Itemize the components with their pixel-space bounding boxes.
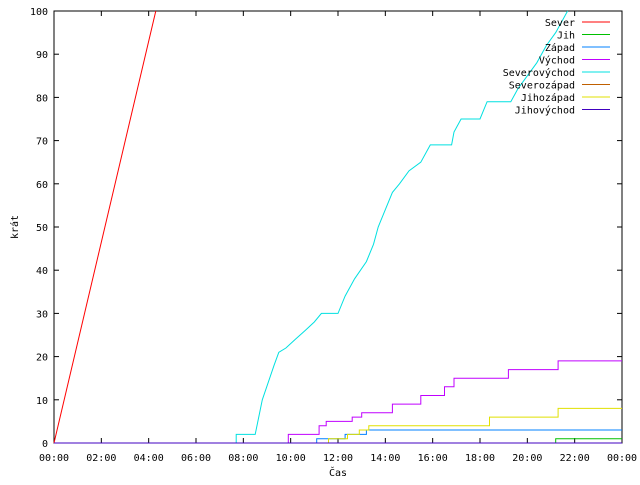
y-tick-label: 40	[36, 266, 48, 277]
x-tick-label: 16:00	[418, 453, 448, 464]
series-layer	[53, 10, 622, 444]
y-tick-label: 60	[36, 180, 48, 191]
legend-label-0: Sever	[545, 18, 575, 29]
y-axis-label: krát	[9, 215, 21, 239]
x-tick-label: 04:00	[134, 453, 164, 464]
x-tick-label: 20:00	[512, 453, 542, 464]
y-tick-label: 50	[36, 223, 48, 234]
x-tick-label: 18:00	[465, 453, 495, 464]
y-tick-label: 90	[36, 50, 48, 61]
y-tick-label: 100	[30, 7, 48, 18]
x-tick-label: 22:00	[560, 453, 590, 464]
series-line-2	[54, 429, 622, 444]
legend-label-4: Severovýchod	[503, 67, 575, 79]
x-tick-label: 02:00	[86, 453, 116, 464]
series-line-0	[53, 10, 157, 444]
y-tick-label: 80	[36, 93, 48, 104]
legend-label-5: Severozápad	[509, 80, 575, 92]
y-tick-label: 30	[36, 309, 48, 320]
legend-label-7: Jihovýchod	[515, 105, 575, 117]
x-tick-label: 08:00	[228, 453, 258, 464]
x-tick-label: 00:00	[607, 453, 637, 464]
series-line-6	[54, 407, 622, 444]
y-tick-label: 20	[36, 353, 48, 364]
x-tick-label: 10:00	[276, 453, 306, 464]
series-line-3	[54, 360, 622, 444]
y-tick-label: 0	[42, 439, 48, 450]
legend-label-1: Jih	[557, 31, 575, 42]
series-line-4	[54, 10, 569, 444]
axes: 00:00 02:00 04:00 06:00 08:00 10:00 12:00 14:00…	[30, 7, 637, 464]
x-tick-label: 06:00	[181, 453, 211, 464]
legend: Sever JihZápadVýchodSeverovýchodSeverozáp…	[503, 18, 610, 117]
x-tick-label: 00:00	[39, 453, 69, 464]
y-tick-label: 10	[36, 396, 48, 407]
x-tick-label: 14:00	[370, 453, 400, 464]
y-tick-label: 70	[36, 137, 48, 148]
legend-label-2: Západ	[545, 42, 575, 54]
legend-label-6: Jihozápad	[521, 92, 575, 104]
x-tick-label: 12:00	[323, 453, 353, 464]
legend-label-3: Východ	[539, 55, 575, 67]
x-axis-label: Čas	[329, 466, 347, 479]
